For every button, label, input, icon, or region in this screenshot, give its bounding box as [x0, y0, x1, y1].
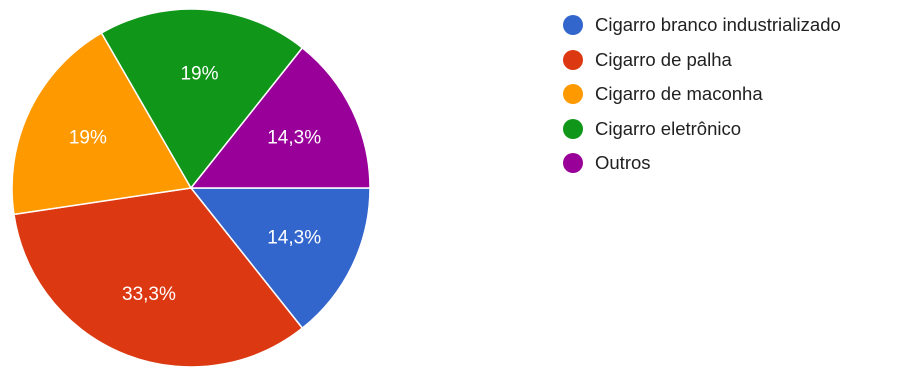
- pie-data-label-branco: 14,3%: [267, 227, 321, 248]
- legend: Cigarro branco industrializado Cigarro d…: [563, 8, 841, 181]
- legend-item-cigarro-branco[interactable]: Cigarro branco industrializado: [563, 8, 841, 43]
- pie-slice-eletronico[interactable]: [100, 8, 304, 190]
- pie-data-label-eletronico: 19%: [180, 63, 218, 84]
- legend-item-cigarro-palha[interactable]: Cigarro de palha: [563, 43, 841, 78]
- legend-label: Cigarro branco industrializado: [595, 14, 841, 36]
- legend-swatch-icon: [563, 15, 583, 36]
- legend-label: Cigarro de palha: [595, 48, 732, 70]
- pie-data-label-maconha: 19%: [69, 128, 107, 149]
- legend-swatch-icon: [563, 153, 583, 174]
- pie-slice-maconha[interactable]: [11, 31, 193, 216]
- legend-label: Outros: [595, 152, 651, 174]
- legend-label: Cigarro de maconha: [595, 83, 763, 105]
- legend-swatch-icon: [563, 49, 583, 70]
- pie-slice-branco[interactable]: [189, 187, 371, 330]
- pie-slice-outros[interactable]: [189, 46, 371, 189]
- pie-data-label-palha: 33,3%: [122, 284, 176, 305]
- legend-item-cigarro-eletronico[interactable]: Cigarro eletrônico: [563, 112, 841, 147]
- legend-label: Cigarro eletrônico: [595, 117, 742, 139]
- pie-data-label-outros: 14,3%: [267, 128, 321, 149]
- legend-swatch-icon: [563, 84, 583, 105]
- legend-swatch-icon: [563, 118, 583, 139]
- pie-slice-palha[interactable]: [13, 187, 304, 368]
- legend-item-outros[interactable]: Outros: [563, 146, 841, 181]
- pie-chart: 14,3% 33,3% 19% 19% 14,3%: [11, 8, 371, 368]
- legend-item-cigarro-maconha[interactable]: Cigarro de maconha: [563, 77, 841, 112]
